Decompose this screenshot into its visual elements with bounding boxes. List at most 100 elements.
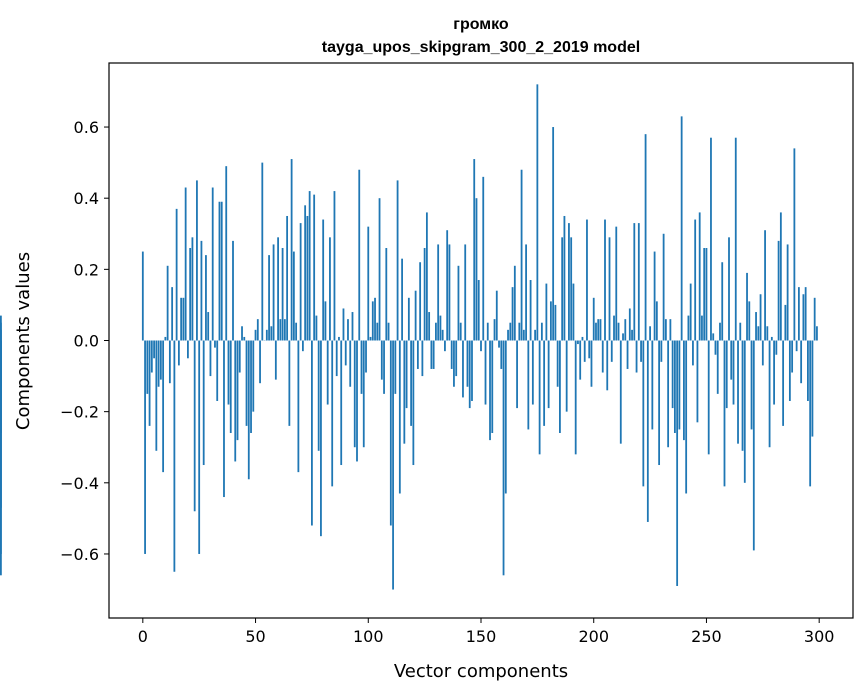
bar bbox=[227, 340, 230, 405]
bar bbox=[730, 340, 733, 380]
bar bbox=[180, 297, 183, 341]
bar bbox=[761, 340, 764, 366]
bar bbox=[441, 329, 444, 341]
bar bbox=[220, 201, 223, 341]
bar bbox=[707, 340, 710, 455]
bar bbox=[613, 315, 615, 341]
bar bbox=[676, 340, 679, 586]
bar bbox=[301, 340, 304, 352]
bar bbox=[660, 340, 663, 362]
bar bbox=[437, 244, 440, 341]
bar bbox=[236, 340, 239, 441]
bar bbox=[626, 340, 629, 369]
bar bbox=[245, 340, 248, 426]
bar bbox=[315, 315, 318, 341]
bar bbox=[624, 319, 627, 341]
bar bbox=[513, 265, 516, 341]
bar bbox=[362, 340, 365, 448]
bar bbox=[171, 287, 174, 341]
bar bbox=[759, 294, 762, 341]
bar bbox=[507, 329, 509, 341]
bar bbox=[554, 304, 557, 341]
bar bbox=[493, 319, 496, 341]
bar bbox=[705, 248, 708, 341]
bar bbox=[491, 340, 494, 433]
bar bbox=[229, 340, 232, 433]
bar bbox=[150, 340, 153, 373]
bar bbox=[714, 340, 717, 355]
bar bbox=[187, 340, 189, 359]
bar bbox=[651, 340, 654, 430]
bar bbox=[403, 340, 406, 444]
bar bbox=[371, 301, 374, 341]
bar bbox=[608, 237, 611, 341]
bar bbox=[162, 340, 165, 473]
bar bbox=[750, 340, 753, 430]
bar bbox=[649, 326, 651, 341]
bar bbox=[746, 272, 748, 341]
bar bbox=[243, 336, 246, 341]
y-tick-label: 0.6 bbox=[74, 118, 99, 137]
bar bbox=[184, 187, 187, 341]
bar bbox=[775, 340, 778, 355]
bar bbox=[268, 255, 270, 341]
bar bbox=[380, 340, 383, 380]
bar bbox=[211, 187, 214, 341]
x-axis-label: Vector components bbox=[394, 661, 568, 682]
bar bbox=[448, 244, 451, 341]
bar bbox=[193, 340, 196, 512]
bar bbox=[502, 340, 505, 576]
bar bbox=[419, 262, 422, 341]
bar bbox=[655, 301, 658, 341]
bar bbox=[250, 340, 252, 433]
bar bbox=[712, 333, 715, 341]
bar bbox=[809, 340, 812, 487]
bar bbox=[586, 219, 588, 341]
bar bbox=[446, 230, 449, 341]
bar bbox=[667, 340, 670, 448]
bar bbox=[525, 244, 527, 341]
bar bbox=[701, 315, 703, 341]
bar bbox=[279, 319, 282, 341]
bar bbox=[344, 340, 347, 366]
bar bbox=[748, 301, 751, 341]
bar bbox=[439, 315, 442, 341]
bar bbox=[673, 340, 676, 433]
bar bbox=[304, 205, 307, 341]
x-tick-label: 200 bbox=[578, 627, 609, 646]
bar bbox=[568, 223, 570, 341]
bar bbox=[200, 240, 203, 341]
bar bbox=[552, 127, 555, 341]
bar bbox=[241, 326, 243, 341]
bar bbox=[198, 340, 201, 554]
y-tick-label: −0.2 bbox=[60, 403, 99, 422]
bar bbox=[324, 301, 327, 341]
bar bbox=[807, 340, 809, 401]
bar bbox=[518, 322, 521, 341]
bar bbox=[259, 340, 261, 384]
bar bbox=[225, 166, 228, 341]
bar bbox=[482, 176, 485, 341]
bar bbox=[577, 340, 579, 345]
bar bbox=[604, 219, 606, 341]
bar bbox=[813, 297, 816, 341]
bar bbox=[367, 226, 370, 341]
bar bbox=[412, 340, 415, 466]
bar bbox=[770, 336, 773, 341]
bar bbox=[453, 340, 455, 387]
bar bbox=[662, 233, 665, 341]
bar bbox=[610, 340, 613, 362]
bar bbox=[277, 237, 279, 341]
bar bbox=[734, 137, 737, 341]
bar bbox=[356, 340, 358, 462]
y-tick-label: 0.4 bbox=[74, 189, 99, 208]
x-tick-label: 250 bbox=[691, 627, 722, 646]
bar bbox=[281, 248, 284, 341]
bar bbox=[338, 336, 340, 341]
bar bbox=[784, 304, 787, 341]
bar bbox=[265, 329, 268, 341]
bar bbox=[773, 340, 775, 405]
bar bbox=[755, 312, 757, 341]
x-tick-label: 150 bbox=[466, 627, 497, 646]
bar bbox=[816, 326, 818, 341]
